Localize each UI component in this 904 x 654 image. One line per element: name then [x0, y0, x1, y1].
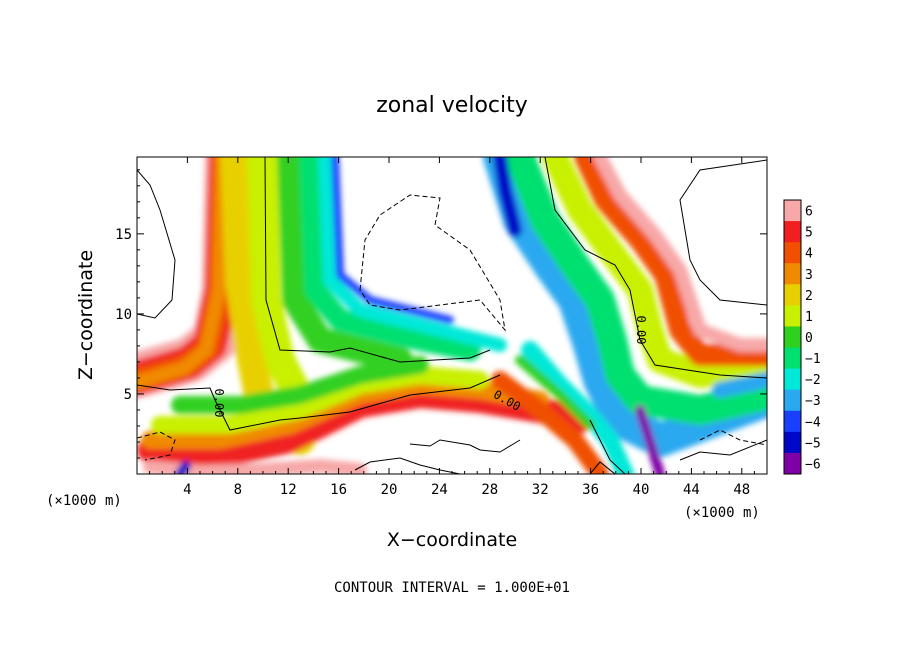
x-tick-label: 24 [431, 482, 448, 498]
velocity-band [712, 372, 767, 398]
y-tick-label: 5 [124, 387, 132, 403]
velocity-band [635, 405, 665, 474]
x-tick-label: 40 [633, 482, 650, 498]
colorbar-label: 0 [805, 331, 813, 346]
colorbar-swatch [784, 410, 801, 433]
contour-line [589, 461, 616, 474]
x-unit-right: (×1000 m) [684, 505, 760, 521]
colorbar-label: 6 [805, 205, 813, 220]
colorbar-label: −1 [805, 352, 821, 367]
colorbar-swatch [784, 431, 801, 454]
contour-line [137, 374, 501, 431]
colorbar-label: 1 [805, 310, 813, 325]
colorbar-swatch [784, 368, 801, 391]
velocity-band [515, 355, 595, 430]
x-tick-label: 36 [582, 482, 599, 498]
velocity-band [493, 157, 522, 237]
colorbar-label: 5 [805, 226, 813, 241]
contour-line-dashed [137, 431, 176, 461]
colorbar-label: −3 [805, 394, 821, 409]
contour-line [264, 157, 491, 363]
velocity-bands [137, 157, 767, 474]
colorbar-swatch [784, 263, 801, 285]
contour-lines [137, 157, 767, 474]
colorbar-swatch [784, 284, 801, 306]
velocity-band [574, 157, 767, 366]
contour-line [544, 157, 767, 379]
y-axis: 5 10 15 [115, 169, 767, 459]
x-axis: 4 8 12 16 20 24 28 32 36 40 44 48 [149, 157, 755, 498]
velocity-band [521, 341, 634, 474]
contour-label: 0.00 [634, 316, 648, 345]
x-tick-label: 20 [381, 482, 398, 498]
colorbar-label: 3 [805, 268, 813, 283]
chart-title: zonal velocity [376, 93, 528, 118]
contour-line [354, 457, 461, 474]
y-tick-label: 15 [115, 227, 132, 243]
velocity-band [175, 461, 191, 474]
colorbar-label: 2 [805, 289, 813, 304]
colorbar-swatch [784, 221, 801, 243]
velocity-band [141, 376, 549, 449]
velocity-band [171, 356, 429, 414]
x-tick-label: 44 [683, 482, 700, 498]
plot-area: 0.00 0.000.00 [136, 156, 768, 475]
contour-line [137, 169, 176, 319]
colorbar: 6 5 4 3 2 1 0 −1 −2 −3 −4 −5 −6 [783, 199, 821, 475]
colorbar-label: 4 [805, 247, 813, 262]
velocity-band [277, 157, 413, 373]
colorbar-swatch [784, 347, 801, 370]
velocity-band [137, 157, 229, 389]
colorbar-label: −5 [805, 436, 821, 451]
velocity-band [491, 371, 609, 474]
x-tick-label: 32 [532, 482, 549, 498]
contour-line [679, 159, 767, 306]
x-tick-label: 4 [183, 482, 191, 498]
x-tick-label: 8 [234, 482, 242, 498]
colorbar-swatch [784, 389, 801, 412]
contour-line [589, 419, 626, 474]
velocity-band [318, 157, 507, 352]
velocity-band [505, 157, 767, 425]
colorbar-swatch [784, 200, 801, 222]
y-tick-label: 10 [115, 307, 132, 323]
y-axis-label: Z−coordinate [75, 250, 97, 380]
contour-label: 0.00 [212, 389, 226, 418]
velocity-band [331, 157, 454, 324]
x-tick-label: 28 [481, 482, 498, 498]
x-tick-label: 48 [733, 482, 750, 498]
contour-line-dashed [699, 429, 767, 446]
colorbar-swatch [784, 326, 801, 349]
colorbar-label: −2 [805, 373, 821, 388]
colorbar-swatch [784, 305, 801, 327]
velocity-band [542, 157, 767, 388]
contour-line-dashed [359, 194, 506, 332]
colorbar-frame [783, 199, 802, 475]
colorbar-swatch [784, 452, 801, 475]
x-tick-label: 12 [280, 482, 297, 498]
colorbar-label: −4 [805, 415, 821, 430]
x-tick-label: 16 [330, 482, 347, 498]
colorbar-swatch [784, 242, 801, 264]
velocity-band [593, 157, 767, 352]
x-unit-left: (×1000 m) [46, 493, 122, 509]
contour-interval-footer: CONTOUR INTERVAL = 1.000E+01 [334, 580, 570, 596]
velocity-field [137, 157, 767, 474]
velocity-band [299, 157, 481, 361]
contour-line [679, 439, 767, 461]
contour-line [409, 439, 521, 453]
velocity-band [151, 366, 489, 434]
x-axis-label: X−coordinate [387, 529, 517, 551]
colorbar-label: −6 [805, 457, 821, 472]
